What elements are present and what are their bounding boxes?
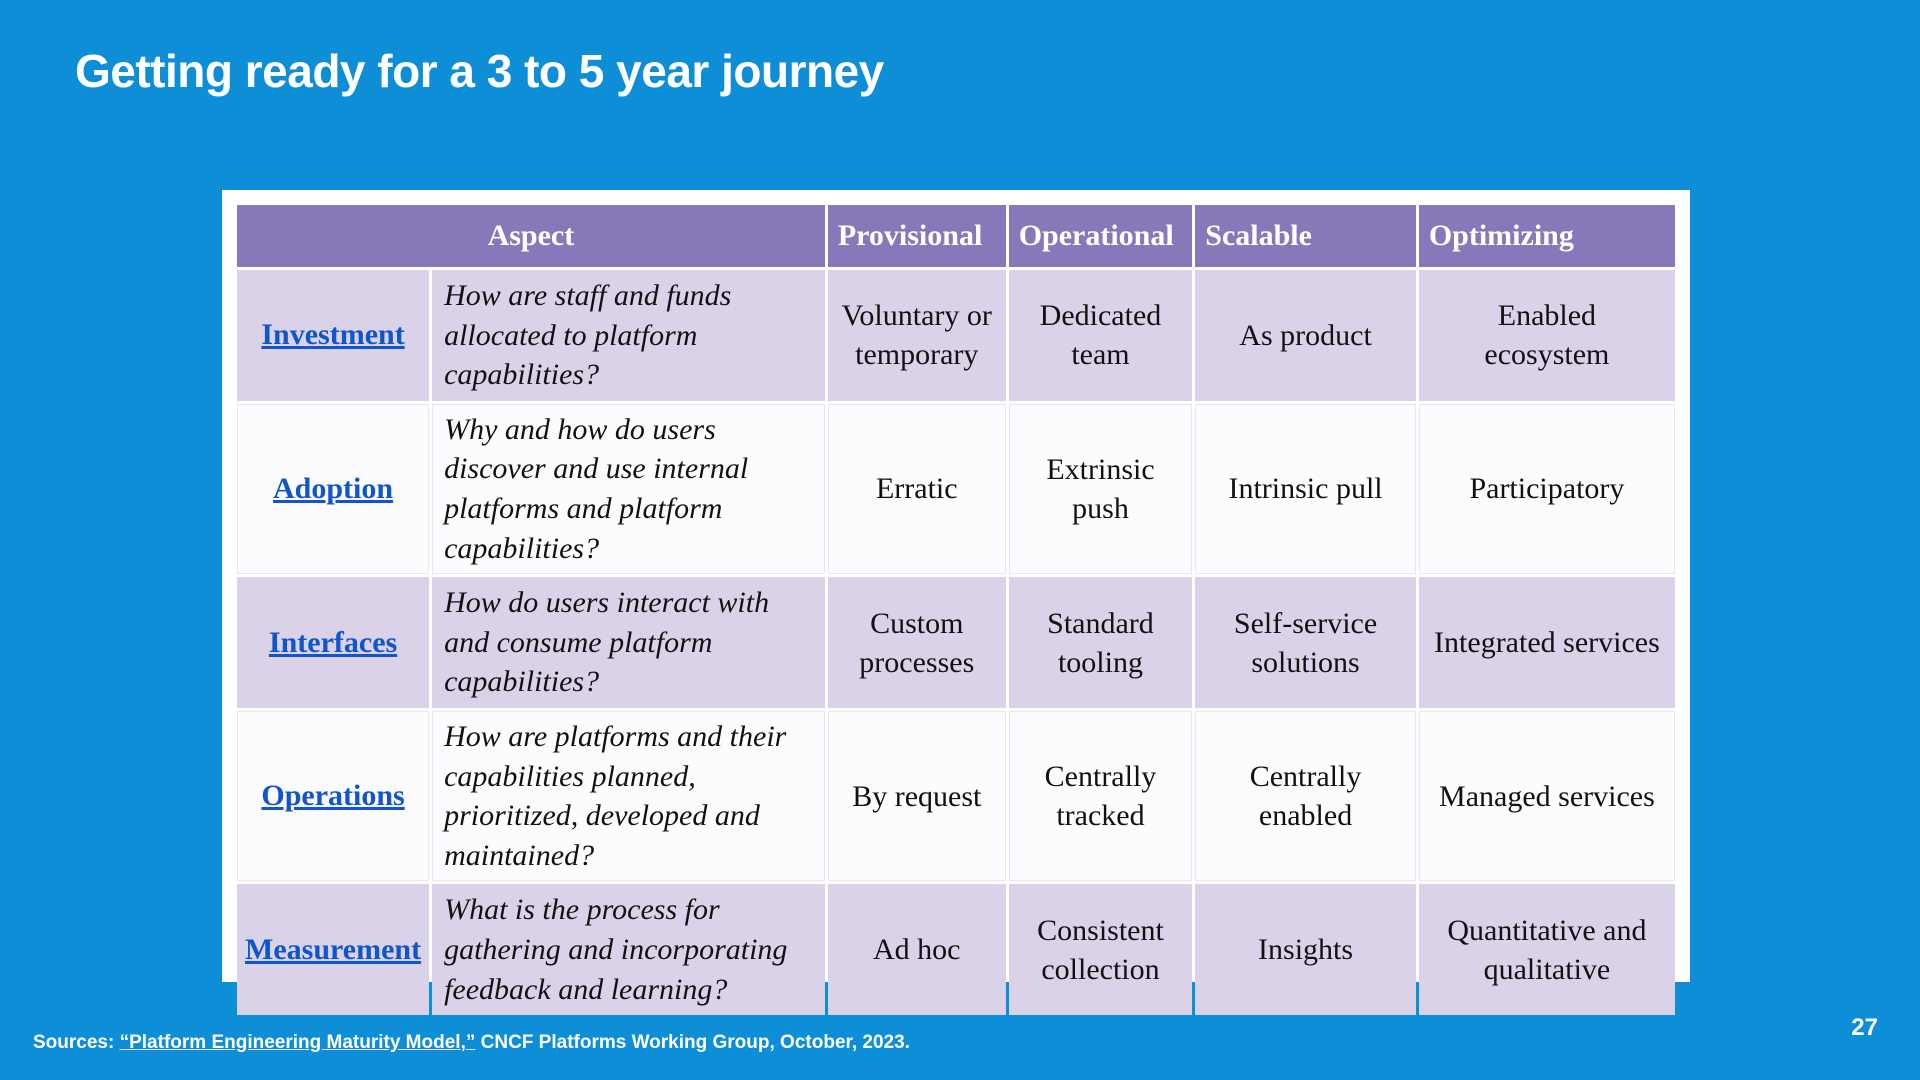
table-header-row: Aspect Provisional Operational Scalable … bbox=[237, 205, 1675, 267]
aspect-link-measurement[interactable]: Measurement bbox=[245, 932, 422, 966]
aspect-link-operations[interactable]: Operations bbox=[261, 779, 405, 813]
aspect-cell: Investment bbox=[237, 270, 430, 401]
aspect-link-adoption[interactable]: Adoption bbox=[273, 471, 394, 505]
table-row-interfaces: Interfaces How do users interact with an… bbox=[237, 577, 1675, 708]
value-cell-provisional: Custom processes bbox=[827, 577, 1006, 708]
table-row-measurement: Measurement What is the process for gath… bbox=[237, 884, 1675, 1016]
page-number: 27 bbox=[1851, 1014, 1878, 1041]
value-cell-provisional: Voluntary or temporary bbox=[827, 270, 1006, 401]
aspect-link-investment[interactable]: Investment bbox=[261, 318, 405, 352]
table-row-operations: Operations How are platforms and their c… bbox=[237, 710, 1675, 882]
page-title: Getting ready for a 3 to 5 year journey bbox=[75, 45, 884, 97]
question-cell: How are platforms and their capabilities… bbox=[432, 710, 825, 882]
value-cell-optimizing: Participatory bbox=[1418, 403, 1675, 575]
value-cell-scalable: Intrinsic pull bbox=[1195, 403, 1416, 575]
table-row-investment: Investment How are staff and funds alloc… bbox=[237, 270, 1675, 401]
column-header-operational: Operational bbox=[1008, 205, 1193, 267]
column-header-scalable: Scalable bbox=[1195, 205, 1416, 267]
value-cell-scalable: Self-service solutions bbox=[1195, 577, 1416, 708]
question-cell: Why and how do users discover and use in… bbox=[432, 403, 825, 575]
maturity-table-frame: Aspect Provisional Operational Scalable … bbox=[222, 190, 1690, 1016]
sources-line: Sources: “Platform Engineering Maturity … bbox=[33, 1032, 910, 1054]
value-cell-scalable: Insights bbox=[1195, 884, 1416, 1016]
value-cell-operational: Extrinsic push bbox=[1008, 403, 1193, 575]
value-cell-operational: Dedicated team bbox=[1008, 270, 1193, 401]
value-cell-optimizing: Quantitative and qualitative bbox=[1418, 884, 1675, 1016]
sources-citation: CNCF Platforms Working Group, October, 2… bbox=[475, 1032, 910, 1053]
column-header-optimizing: Optimizing bbox=[1418, 205, 1675, 267]
sources-link[interactable]: “Platform Engineering Maturity Model,” bbox=[119, 1032, 476, 1053]
value-cell-scalable: Centrally enabled bbox=[1195, 710, 1416, 882]
aspect-cell: Operations bbox=[237, 710, 430, 882]
column-header-aspect: Aspect bbox=[237, 205, 825, 267]
value-cell-optimizing: Managed services bbox=[1418, 710, 1675, 882]
aspect-cell: Measurement bbox=[237, 884, 430, 1016]
value-cell-operational: Centrally tracked bbox=[1008, 710, 1193, 882]
value-cell-optimizing: Integrated services bbox=[1418, 577, 1675, 708]
question-cell: How are staff and funds allocated to pla… bbox=[432, 270, 825, 401]
value-cell-operational: Standard tooling bbox=[1008, 577, 1193, 708]
value-cell-provisional: Ad hoc bbox=[827, 884, 1006, 1016]
value-cell-operational: Consistent collection bbox=[1008, 884, 1193, 1016]
value-cell-provisional: Erratic bbox=[827, 403, 1006, 575]
value-text: Enabled ecosystem bbox=[1484, 299, 1610, 372]
column-header-provisional: Provisional bbox=[827, 205, 1006, 267]
aspect-cell: Adoption bbox=[237, 403, 430, 575]
aspect-cell: Interfaces bbox=[237, 577, 430, 708]
question-cell: How do users interact with and consume p… bbox=[432, 577, 825, 708]
aspect-link-interfaces[interactable]: Interfaces bbox=[268, 625, 398, 659]
value-cell-optimizing: Enabled ecosystem bbox=[1418, 270, 1675, 401]
value-cell-provisional: By request bbox=[827, 710, 1006, 882]
maturity-table: Aspect Provisional Operational Scalable … bbox=[234, 202, 1678, 1018]
sources-label: Sources: bbox=[33, 1032, 120, 1053]
table-row-adoption: Adoption Why and how do users discover a… bbox=[237, 403, 1675, 575]
question-cell: What is the process for gathering and in… bbox=[432, 884, 825, 1016]
value-cell-scalable: As product bbox=[1195, 270, 1416, 401]
